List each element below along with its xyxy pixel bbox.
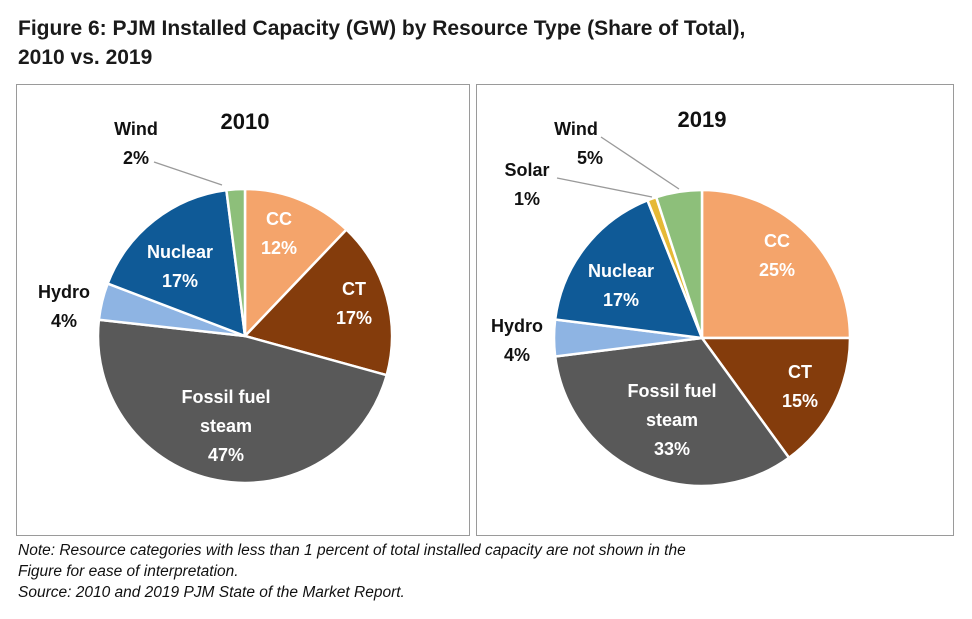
pie-chart-2019-panel: 2019 CC 25% CT 15% Fossil fuel steam 33% Hydro 4%… — [476, 84, 954, 536]
slice-name-hydro: Hydro — [38, 282, 90, 302]
note-line-2: Figure for ease of interpretation. — [18, 563, 239, 580]
slice-label-fossil-fuel-steam: Fossil fuel steam 33% — [627, 381, 716, 459]
pie-slice-fossil-fuel-steam — [96, 318, 388, 485]
slice-value-ct: 15% — [782, 391, 818, 411]
slice-value-solar: 1% — [514, 189, 540, 209]
pie-slice-nuclear — [106, 188, 247, 338]
slice-label-solar: Solar 1% — [504, 160, 653, 209]
chart-title: 2010 — [221, 109, 270, 134]
leader-line-solar — [556, 177, 653, 198]
slice-value-nuclear: 17% — [603, 290, 639, 310]
slice-name-solar: Solar — [504, 160, 549, 180]
slice-label-nuclear: Nuclear 17% — [147, 242, 213, 291]
slice-value-wind: 2% — [123, 148, 149, 168]
slice-value-cc: 12% — [261, 238, 297, 258]
slice-value-ct: 17% — [336, 308, 372, 328]
source-line: Source: 2010 and 2019 PJM State of the M… — [18, 584, 405, 601]
slice-name-ct: CT — [342, 279, 366, 299]
slice-value-nuclear: 17% — [162, 271, 198, 291]
slice-value-wind: 5% — [577, 148, 603, 168]
leader-line-wind — [600, 136, 680, 190]
pie-chart-2019: 2019 CC 25% CT 15% Fossil fuel steam 33% Hydro 4%… — [491, 107, 852, 488]
pie-slice-fossil-fuel-steam — [553, 336, 791, 488]
slice-label-wind: Wind 2% — [114, 119, 223, 186]
slice-label-nuclear: Nuclear 17% — [588, 261, 654, 310]
pie-slice-ct — [243, 228, 394, 377]
slice-name-fossil-fuel-steam: Fossil fuel — [627, 381, 716, 401]
leader-line-wind — [153, 161, 223, 186]
chart-title: 2019 — [678, 107, 727, 132]
pie-slice-wind — [655, 188, 704, 340]
pie-slice-cc — [700, 188, 852, 340]
slice-name-nuclear: Nuclear — [588, 261, 654, 281]
slice-value-hydro: 4% — [504, 345, 530, 365]
slice-label-wind: Wind 5% — [554, 119, 680, 190]
slice-label-hydro: Hydro 4% — [491, 316, 543, 365]
slice-name-fossil-fuel-steam: steam — [646, 410, 698, 430]
slice-name-wind: Wind — [114, 119, 158, 139]
slice-value-hydro: 4% — [51, 311, 77, 331]
slice-name-ct: CT — [788, 362, 812, 382]
pie-slice-nuclear — [553, 199, 704, 340]
slice-label-cc: CC 25% — [759, 231, 795, 280]
note-line-1: Note: Resource categories with less than… — [18, 542, 686, 559]
slice-name-cc: CC — [266, 209, 292, 229]
slice-name-cc: CC — [764, 231, 790, 251]
figure-title-line-2: 2010 vs. 2019 — [18, 46, 153, 69]
figure-notes: Note: Resource categories with less than… — [18, 540, 958, 603]
slice-value-fossil-fuel-steam: 47% — [208, 445, 244, 465]
figure-title-line-1: Figure 6: PJM Installed Capacity (GW) by… — [18, 17, 746, 40]
slice-label-ct: CT 17% — [336, 279, 372, 328]
slice-label-ct: CT 15% — [782, 362, 818, 411]
pie-slice-cc — [243, 187, 348, 338]
slice-label-cc: CC 12% — [261, 209, 297, 258]
pie-slice-wind — [225, 187, 247, 338]
slice-name-fossil-fuel-steam: steam — [200, 416, 252, 436]
slice-name-hydro: Hydro — [491, 316, 543, 336]
pie-slice-ct — [700, 336, 852, 459]
figure-title: Figure 6: PJM Installed Capacity (GW) by… — [18, 14, 948, 72]
slice-value-cc: 25% — [759, 260, 795, 280]
slice-name-nuclear: Nuclear — [147, 242, 213, 262]
slice-value-fossil-fuel-steam: 33% — [654, 439, 690, 459]
slice-label-hydro: Hydro 4% — [38, 282, 90, 331]
slice-label-fossil-fuel-steam: Fossil fuel steam 47% — [181, 387, 270, 465]
pie-chart-2010: 2010 CC 12% CT 17% Fossil fuel steam 47% Hydro 4%… — [38, 109, 394, 485]
pie-chart-2010-panel: 2010 CC 12% CT 17% Fossil fuel steam 47% Hydro 4%… — [16, 84, 470, 536]
slice-name-wind: Wind — [554, 119, 598, 139]
slice-name-fossil-fuel-steam: Fossil fuel — [181, 387, 270, 407]
